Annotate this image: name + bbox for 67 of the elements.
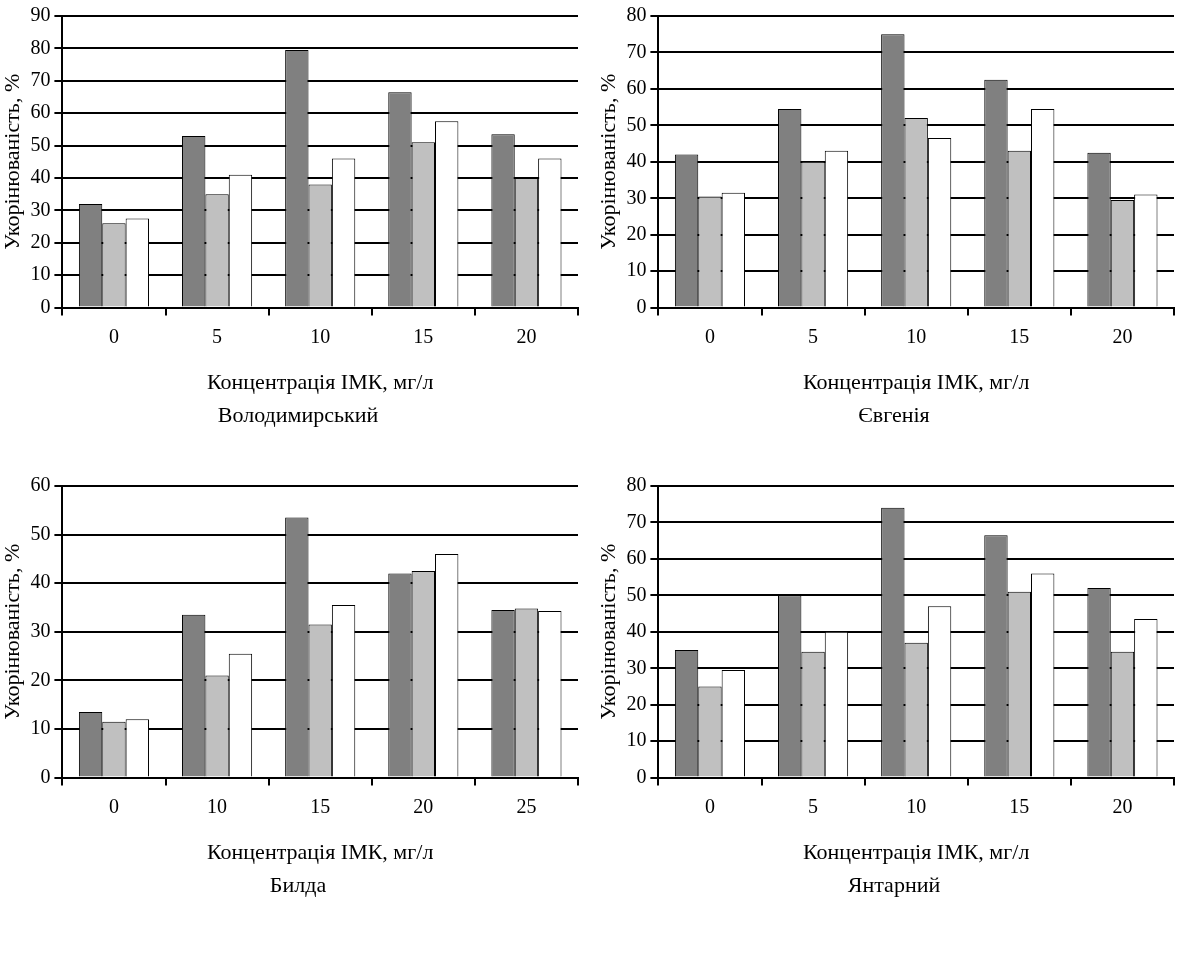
y-tick-label: 40 xyxy=(30,165,51,188)
y-tick-label: 60 xyxy=(30,473,51,496)
y-tick-label: 0 xyxy=(40,764,51,787)
y-axis-title: Укорінюваність, % xyxy=(0,73,24,250)
y-tick-label: 50 xyxy=(30,132,51,155)
x-tick-label: 0 xyxy=(108,324,119,347)
y-tick-label: 30 xyxy=(30,619,51,642)
y-tick-label: 10 xyxy=(626,258,647,281)
x-tick-label: 5 xyxy=(212,324,223,347)
x-tick-label: 10 xyxy=(207,794,228,817)
y-tick-label: 90 xyxy=(30,3,51,26)
x-axis-title: Концентрація ІМК, мг/л xyxy=(802,368,1030,394)
x-tick-label: 0 xyxy=(704,324,715,347)
y-tick-label: 70 xyxy=(626,509,647,532)
y-tick-label: 20 xyxy=(626,221,647,244)
x-tick-label: 15 xyxy=(1009,794,1030,817)
y-tick-label: 40 xyxy=(626,149,647,172)
text: Янтарний xyxy=(846,872,942,898)
x-tick-label: 15 xyxy=(413,324,434,347)
y-tick-label: 10 xyxy=(626,728,647,751)
x-axis-title: Концентрація ІМК, мг/л xyxy=(802,838,1030,864)
x-tick-label: 20 xyxy=(1112,324,1133,347)
y-tick-label: 30 xyxy=(626,655,647,678)
x-tick-label: 0 xyxy=(704,794,715,817)
y-tick-label: 50 xyxy=(626,112,647,135)
y-tick-label: 30 xyxy=(30,197,51,220)
text: Билда xyxy=(268,872,328,898)
x-tick-label: 20 xyxy=(1112,794,1133,817)
y-tick-label: 20 xyxy=(30,230,51,253)
y-tick-label: 40 xyxy=(626,619,647,642)
y-axis-title: Укорінюваність, % xyxy=(0,543,24,720)
y-tick-label: 70 xyxy=(30,68,51,91)
y-tick-label: 60 xyxy=(30,100,51,123)
y-tick-label: 20 xyxy=(626,691,647,714)
y-tick-label: 10 xyxy=(30,716,51,739)
y-tick-label: 40 xyxy=(30,570,51,593)
x-tick-label: 5 xyxy=(808,324,819,347)
y-tick-label: 0 xyxy=(40,294,51,317)
y-tick-label: 10 xyxy=(30,262,51,285)
y-tick-label: 30 xyxy=(626,185,647,208)
y-tick-label: 60 xyxy=(626,546,647,569)
x-tick-label: 0 xyxy=(108,794,119,817)
text: Євгенія xyxy=(857,402,931,428)
y-tick-label: 0 xyxy=(636,764,647,787)
y-tick-label: 80 xyxy=(626,3,647,26)
y-tick-label: 50 xyxy=(626,582,647,605)
x-tick-label: 10 xyxy=(310,324,331,347)
x-axis-title: Концентрація ІМК, мг/л xyxy=(206,838,434,864)
x-tick-label: 25 xyxy=(516,794,537,817)
x-tick-label: 5 xyxy=(808,794,819,817)
y-tick-label: 80 xyxy=(30,35,51,58)
x-axis-title: Концентрація ІМК, мг/л xyxy=(206,368,434,394)
y-tick-label: 20 xyxy=(30,667,51,690)
x-tick-label: 15 xyxy=(310,794,331,817)
y-tick-label: 70 xyxy=(626,39,647,62)
y-axis-title: Укорінюваність, % xyxy=(594,543,620,720)
y-tick-label: 0 xyxy=(636,294,647,317)
x-tick-label: 10 xyxy=(906,324,927,347)
x-tick-label: 15 xyxy=(1009,324,1030,347)
x-tick-label: 10 xyxy=(906,794,927,817)
y-tick-label: 50 xyxy=(30,521,51,544)
y-axis-title: Укорінюваність, % xyxy=(594,73,620,250)
text: Володимирський xyxy=(216,402,380,428)
y-tick-label: 80 xyxy=(626,473,647,496)
y-tick-label: 60 xyxy=(626,76,647,99)
x-tick-label: 20 xyxy=(516,324,537,347)
x-tick-label: 20 xyxy=(413,794,434,817)
